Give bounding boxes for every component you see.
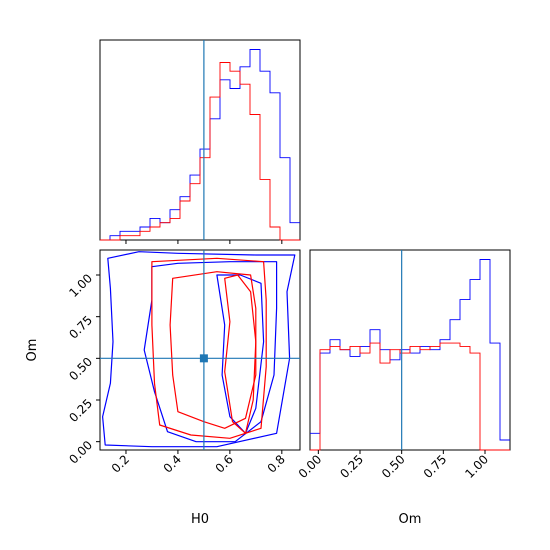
- histogram-series-1: [310, 342, 510, 451]
- om-hist-x-tick-label-3: 0.75: [421, 452, 450, 481]
- om-hist-x-tick-label-1: 0.25: [337, 452, 366, 481]
- histogram-series-0: [100, 49, 300, 241]
- contour-series-1-level-2: [224, 274, 257, 434]
- contour-series-1-level-1: [169, 271, 257, 429]
- contour-y-tick-label-2: 0.50: [66, 355, 95, 384]
- contour-y-tick-label-4: 1.00: [66, 271, 95, 300]
- contour-y-tick-label-3: 0.75: [66, 313, 95, 342]
- contour-x-tick-label-2: 0.6: [213, 452, 236, 475]
- contour-y-tick-label-1: 0.25: [66, 396, 95, 425]
- h0-om-contour-panel: 0.2 0.4 0.6 0.8 0.00 0.25 0.50 0.75 1.00: [66, 250, 300, 476]
- om-hist-x-tick-label-2: 0.50: [379, 452, 408, 481]
- x-axis-label-om: Om: [399, 512, 422, 527]
- contour-series-0-level-2: [216, 274, 265, 434]
- om-histogram-frame: [309, 249, 511, 451]
- contour-truth-marker: [199, 354, 208, 363]
- contour-x-tick-label-3: 0.8: [265, 452, 288, 475]
- om-hist-x-tick-label-0: 0.00: [296, 452, 325, 481]
- h0-histogram: [100, 40, 300, 244]
- h0-histogram-frame: [99, 39, 301, 241]
- y-axis-label-om: Om: [25, 339, 40, 362]
- contour-series-0-level-1: [143, 261, 278, 443]
- contour-y-tick-label-0: 0.00: [66, 438, 95, 467]
- histogram-series-1: [100, 62, 300, 241]
- contour-x-tick-label-0: 0.2: [109, 452, 132, 475]
- contour-frame: [99, 249, 301, 451]
- contour-x-tick-label-1: 0.4: [161, 452, 184, 475]
- contour-series-1-level-0: [151, 257, 267, 439]
- om-hist-x-tick-label-4: 1.00: [462, 452, 491, 481]
- contour-series-0-level-0: [102, 251, 296, 448]
- om-histogram: 0.00 0.25 0.50 0.75 1.00: [296, 250, 510, 481]
- x-axis-label-h0: H0: [191, 512, 209, 527]
